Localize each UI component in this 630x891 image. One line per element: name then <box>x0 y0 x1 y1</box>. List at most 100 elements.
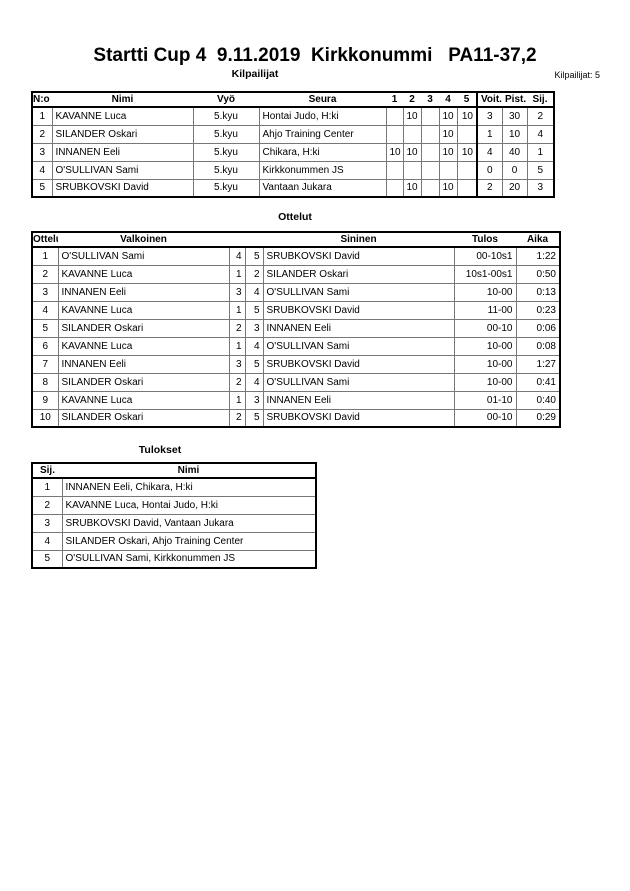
table-cell <box>420 106 440 126</box>
table-row: 7 INNANEN Eeli 3 5 SRUBKOVSKI David 10-00 1:27 <box>31 354 561 374</box>
matches-table: OtteluValkoinenSininenTulosAika1O'SULLIV… <box>31 231 561 428</box>
table-cell: 0:50 <box>515 264 561 284</box>
table-cell <box>456 160 478 180</box>
table-row: 3 INNANEN Eeli 5.kyu Chikara, H:ki 10 10 10 10 4… <box>31 142 555 162</box>
table-cell: SILANDER Oskari <box>57 408 230 428</box>
column-header: Seura <box>259 92 386 108</box>
table-cell: 3 <box>244 390 264 410</box>
competitor-count: Kilpailijat: 5 <box>554 70 600 80</box>
table-cell: 2 <box>31 495 63 515</box>
table-cell: 2 <box>228 318 246 338</box>
table-cell: 4 <box>244 282 264 302</box>
table-row: 6 KAVANNE Luca 1 4 O'SULLIVAN Sami 10-00 0:08 <box>31 336 561 356</box>
table-row: 4 KAVANNE Luca 1 5 SRUBKOVSKI David 11-00 0:23 <box>31 300 561 320</box>
column-header: Tulos <box>454 232 516 248</box>
table-cell: 4 <box>228 246 246 266</box>
table-cell: 3 <box>526 178 555 198</box>
table-cell: 5.kyu <box>192 124 260 144</box>
table-row: 9 KAVANNE Luca 1 3 INNANEN Eeli 01-10 0:40 <box>31 390 561 410</box>
table-cell: O'SULLIVAN Sami <box>262 372 455 392</box>
table-cell: 10-00 <box>453 282 517 302</box>
table-cell: 01-10 <box>453 390 517 410</box>
results-heading: Tulokset <box>138 444 182 456</box>
table-cell: 20 <box>501 178 528 198</box>
table-row: 8 SILANDER Oskari 2 4 O'SULLIVAN Sami 10-00 0:… <box>31 372 561 392</box>
column-header: 4 <box>439 92 457 108</box>
competitors-table: N:o Nimi Vyö Seura 1 2 3 4 5 Voit. Pist. Sij. 1 KAVAN… <box>31 91 555 198</box>
table-cell: 2 <box>31 264 59 284</box>
table-row: 1 O'SULLIVAN Sami 4 5 SRUBKOVSKI David 00-10s… <box>31 246 561 266</box>
table-cell: 10 <box>385 142 404 162</box>
table-cell: 4 <box>31 160 53 180</box>
table-cell <box>420 178 440 198</box>
table-cell: 8 <box>31 372 59 392</box>
table-cell <box>385 106 404 126</box>
results-table: Sij. Nimi 1 INNANEN Eeli, Chikara, H:ki 2 KAV… <box>31 462 317 569</box>
table-cell: 1 <box>476 124 503 144</box>
column-header: Vyö <box>193 92 259 108</box>
table-cell: INNANEN Eeli <box>57 354 230 374</box>
table-cell: 5.kyu <box>192 142 260 162</box>
table-cell: O'SULLIVAN Sami, Kirkkonummen JS <box>61 549 317 569</box>
table-cell: 0:23 <box>515 300 561 320</box>
table-cell: Kirkkonummen JS <box>258 160 387 180</box>
page-title: Startti Cup 4 9.11.2019 Kirkkonummi PA11… <box>93 45 537 66</box>
table-row: 2 KAVANNE Luca 1 2 SILANDER Oskari 10s1-00s1 0… <box>31 264 561 284</box>
table-cell: 0:08 <box>515 336 561 356</box>
column-header <box>229 232 245 248</box>
table-row: 4 SILANDER Oskari, Ahjo Training Center <box>31 531 317 551</box>
table-cell <box>420 124 440 144</box>
table-cell: 1 <box>228 300 246 320</box>
table-cell <box>402 160 422 180</box>
table-cell: SILANDER Oskari <box>57 318 230 338</box>
table-cell: 3 <box>31 513 63 533</box>
column-header: Sininen <box>263 232 454 248</box>
table-cell: SILANDER Oskari <box>51 124 194 144</box>
column-header: 3 <box>421 92 439 108</box>
column-header <box>245 232 263 248</box>
table-cell: INNANEN Eeli <box>57 282 230 302</box>
table-row: 3 SRUBKOVSKI David, Vantaan Jukara <box>31 513 317 533</box>
table-cell: 2 <box>526 106 555 126</box>
table-cell: 2 <box>228 408 246 428</box>
table-cell: 5 <box>244 354 264 374</box>
table-cell <box>385 124 404 144</box>
competitors-heading: Kilpailijat <box>231 68 279 80</box>
table-cell: 4 <box>31 300 59 320</box>
table-cell: 1 <box>31 246 59 266</box>
table-cell: INNANEN Eeli <box>51 142 194 162</box>
table-cell: 3 <box>228 282 246 302</box>
table-cell: KAVANNE Luca <box>51 106 194 126</box>
table-cell: KAVANNE Luca <box>57 300 230 320</box>
table-cell: 0:13 <box>515 282 561 302</box>
table-cell: 7 <box>31 354 59 374</box>
table-cell: 3 <box>476 106 503 126</box>
table-cell: 0:41 <box>515 372 561 392</box>
table-cell: 10 <box>456 106 478 126</box>
table-cell: 4 <box>476 142 503 162</box>
table-cell: 10 <box>438 142 458 162</box>
table-cell: 11-00 <box>453 300 517 320</box>
table-cell: Vantaan Jukara <box>258 178 387 198</box>
table-cell <box>456 124 478 144</box>
table-cell: 00-10 <box>453 318 517 338</box>
table-cell: 6 <box>31 336 59 356</box>
table-cell: Ahjo Training Center <box>258 124 387 144</box>
table-cell: 10 <box>501 124 528 144</box>
table-cell: O'SULLIVAN Sami <box>51 160 194 180</box>
table-cell: 1 <box>228 264 246 284</box>
table-cell: 1 <box>31 477 63 497</box>
table-cell: 10s1-00s1 <box>453 264 517 284</box>
table-cell: 10-00 <box>453 372 517 392</box>
table-cell: 0:06 <box>515 318 561 338</box>
table-cell <box>402 124 422 144</box>
column-header: Nimi <box>52 92 193 108</box>
table-cell: 5 <box>526 160 555 180</box>
table-cell: 4 <box>31 531 63 551</box>
table-cell: KAVANNE Luca <box>57 390 230 410</box>
table-cell: SILANDER Oskari, Ahjo Training Center <box>61 531 317 551</box>
table-cell <box>385 160 404 180</box>
table-cell: 3 <box>31 282 59 302</box>
table-cell: SRUBKOVSKI David <box>51 178 194 198</box>
table-cell: 2 <box>31 124 53 144</box>
